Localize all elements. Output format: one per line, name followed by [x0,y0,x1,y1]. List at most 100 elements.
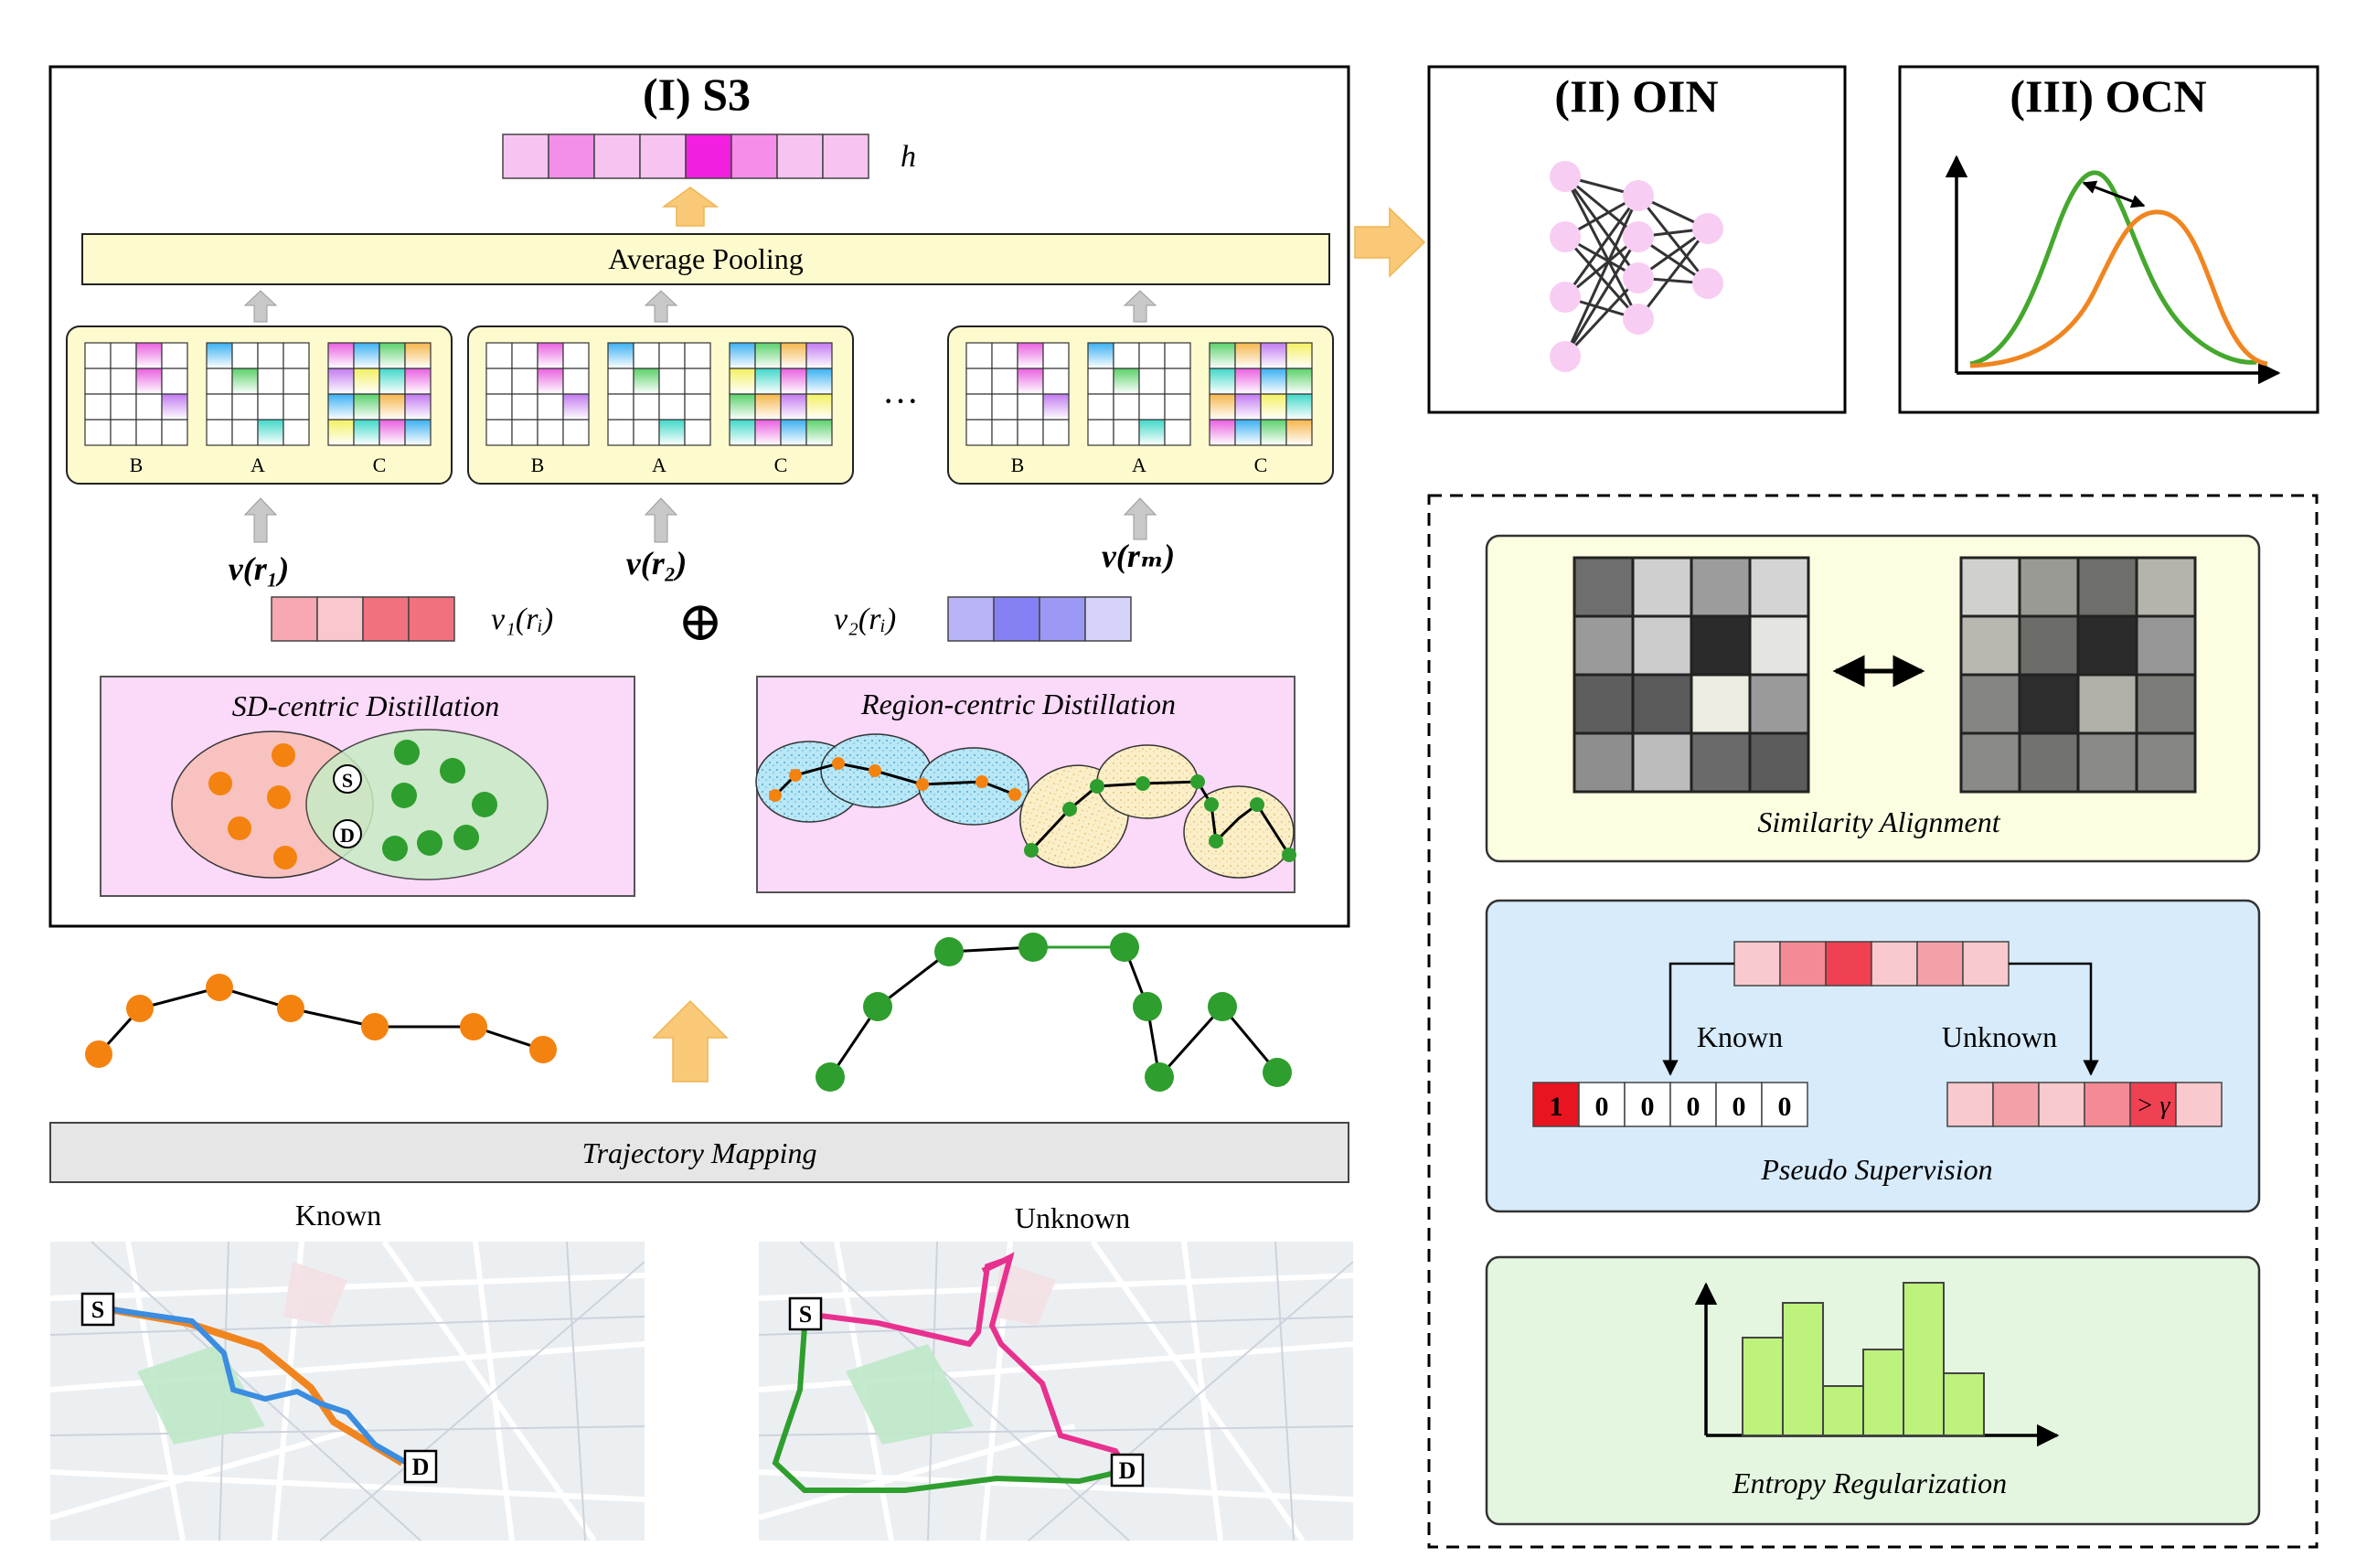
h-vector [502,133,869,179]
onehot-cell: 1 [1550,1092,1563,1122]
average-pooling-label: Average Pooling [608,242,804,275]
onehot-cell: 0 [1733,1092,1746,1122]
ocn-orange-curve [1969,209,2268,368]
region-grid [1209,342,1313,446]
region-grid [965,342,1070,446]
map-known-end-label: D [412,1454,430,1480]
pseudo-known-label: Known [1697,1020,1783,1053]
v-rm-label: v(rₘ) [1102,538,1175,574]
ocn-panel: (III) OCN [1898,65,2319,414]
similarity-alignment-panel: Similarity Alignment [1485,534,2261,863]
trajectory-mapping-label: Trajectory Mapping [582,1136,817,1169]
map-unknown: S D [758,1240,1354,1542]
region-centric-panel: Region-centric Distillation [755,676,1296,893]
mapping-up-arrow [652,999,729,1083]
grid-label: B [531,453,545,476]
gray-arrows-pooling [243,290,1157,323]
average-pooling-bar [81,233,1330,285]
grid-label: A [251,453,265,476]
region-centric-title: Region-centric Distillation [860,688,1176,720]
unknown-trajectory-graph [816,933,1292,1092]
grid-label: C [774,453,788,476]
v1-label: v₁(rᵢ) [491,603,553,636]
gray-arrows-v [243,497,1157,543]
grid-label: B [1011,453,1025,476]
sd-orange-points [208,743,297,869]
pseudo-unknown-arrow [2009,962,2099,1076]
pseudo-threshold-vector [1946,1082,2223,1127]
map-known-end [403,1449,438,1484]
region-grid [485,342,590,446]
pseudo-supervision-label: Pseudo Supervision [1760,1153,1992,1186]
map-unknown-end [1110,1453,1145,1488]
ocn-title: (III) OCN [2010,70,2206,122]
onehot-cell: 0 [1778,1092,1792,1122]
region-grid [327,342,432,446]
grid-label: B [130,453,144,476]
map-unknown-start [788,1296,823,1331]
sd-end-node [333,819,362,848]
similarity-matrix-right [1959,556,2197,794]
map-unknown-start-label: S [799,1301,812,1328]
grid-label: C [1254,453,1268,476]
v2-vector [947,596,1132,642]
map-known: S D [49,1240,645,1542]
onehot-cell: 0 [1687,1092,1701,1122]
map-known-start-label: S [91,1296,104,1323]
similarity-alignment-label: Similarity Alignment [1757,805,2000,838]
region-grid [607,342,711,446]
pseudo-threshold-label: > γ [2137,1092,2171,1120]
sd-centric-title: SD-centric Distillation [232,689,499,722]
v1-vector [271,596,455,642]
s3-title: (I) S3 [643,69,751,120]
loss-container [1427,494,2319,1549]
sd-green-points [382,740,497,861]
h-label: h [901,140,916,174]
entropy-regularization-panel: Entropy Regularization [1485,1255,2261,1526]
map-known-label: Known [295,1199,381,1232]
s3-to-oin-arrow [1354,207,1426,278]
trajectory-mapping-bar [49,1122,1349,1183]
pseudo-source-vector [1733,941,2010,987]
sd-centric-panel: SD-centric Distillation S D [100,676,635,897]
pseudo-known-arrow [1662,962,1734,1076]
grid-label: A [652,453,666,476]
map-known-start [80,1292,115,1327]
ocn-shift-arrow [2082,180,2146,208]
oin-panel: (II) OIN [1427,65,1847,414]
region-grid [84,342,188,446]
entropy-histogram-bars [1742,1282,1985,1436]
pseudo-unknown-label: Unknown [1942,1020,2057,1053]
concat-oplus: ⊕ [677,592,723,652]
grid-ellipsis: ··· [882,380,919,421]
known-trajectory-graph [85,974,557,1068]
similarity-matrix-left [1573,556,1810,794]
entropy-regularization-label: Entropy Regularization [1732,1467,2007,1499]
sd-start-label: S [342,769,353,792]
onehot-cell: 0 [1641,1092,1655,1122]
v-r2-label: v(r₂) [626,545,688,581]
pseudo-supervision-panel: Known Unknown 1 0 0 0 0 0 > γ Pseudo Supervis… [1485,899,2261,1213]
oin-title: (II) OIN [1554,70,1718,122]
grid-label: C [373,453,387,476]
region-grid [206,342,310,446]
region-grid [1087,342,1191,446]
s3-panel: (I) S3 h Average Pooling B A C B A C B A C ··· [48,65,1350,928]
v2-label: v₂(rᵢ) [834,603,896,636]
onehot-cell: 0 [1595,1092,1609,1122]
pseudo-onehot-vector: 1 0 0 0 0 0 [1532,1082,1808,1127]
v-r1-label: v(r₁) [229,550,290,587]
oin-network-nodes [1550,161,1723,372]
map-unknown-label: Unknown [1015,1201,1130,1234]
region-grid [729,342,833,446]
map-unknown-end-label: D [1119,1457,1136,1484]
grid-label: A [1132,453,1146,476]
sd-start-node [333,764,362,794]
sd-end-label: D [340,824,355,847]
pooling-up-arrow [661,187,720,227]
